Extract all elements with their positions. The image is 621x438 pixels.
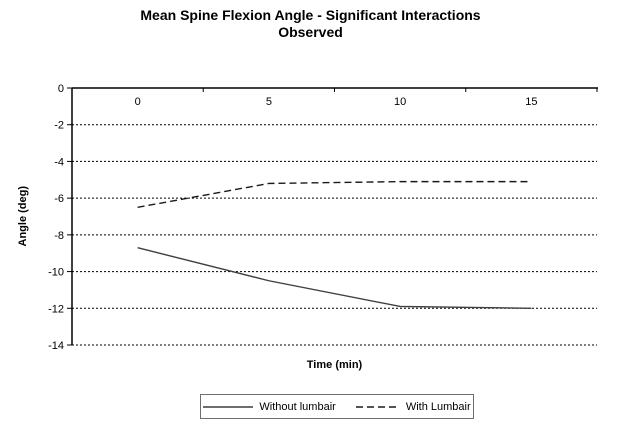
series-line-with-lumbair	[137, 180, 532, 209]
legend-swatch-dashed-line	[355, 405, 400, 408]
series-line-without-lumbair	[137, 247, 532, 309]
legend-item-without-lumbair: Without lumbair	[203, 400, 336, 413]
x-tick-label: 10	[394, 96, 406, 108]
y-tick-label: -6	[54, 193, 64, 205]
y-tick-label: -2	[54, 120, 64, 132]
y-axis-title-text: Angle (deg)	[17, 186, 29, 247]
x-axis-title: Time (min)	[306, 359, 363, 371]
y-tick-label: -12	[48, 303, 64, 315]
y-tick-label: -4	[54, 156, 64, 168]
x-tick-label: 0	[135, 96, 141, 108]
legend-swatch-solid-line	[203, 405, 254, 408]
x-tick-label: 15	[525, 96, 537, 108]
chart-title-line-2: Observed	[278, 24, 343, 40]
legend-label-with-lumbair: With Lumbair	[405, 400, 471, 413]
legend: Without lumbair With Lumbair	[200, 394, 474, 419]
y-tick-label: 0	[58, 83, 64, 95]
y-tick-label: -14	[48, 340, 64, 352]
chart-title-line-1: Mean Spine Flexion Angle - Significant I…	[140, 7, 481, 23]
y-tick-label: -8	[54, 230, 64, 242]
x-tick-label: 5	[266, 96, 272, 108]
legend-item-with-lumbair: With Lumbair	[355, 400, 471, 413]
chart-title: Mean Spine Flexion Angle - Significant I…	[0, 7, 621, 41]
y-tick-label: -10	[48, 267, 64, 279]
legend-label-without-lumbair: Without lumbair	[259, 400, 336, 413]
y-axis-title: Angle (deg)	[14, 88, 32, 345]
